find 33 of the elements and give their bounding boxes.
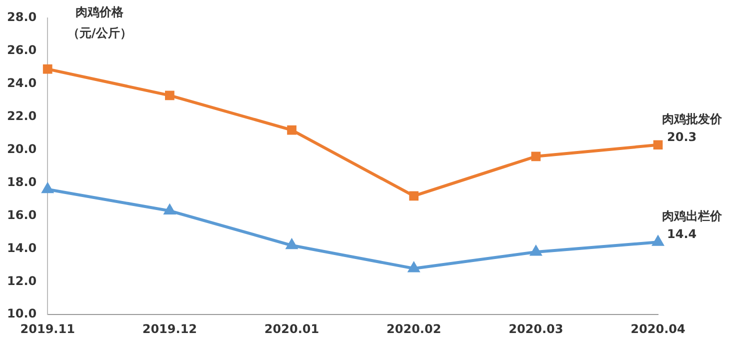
x-tick-label: 2020.03 — [508, 322, 564, 336]
x-tick-label: 2019.12 — [142, 322, 198, 336]
data-label: 14.4 — [667, 227, 697, 242]
point — [42, 64, 52, 74]
y-tick-label: 26.0 — [7, 43, 37, 58]
x-tick-label: 2020.01 — [264, 322, 320, 336]
point — [531, 152, 541, 162]
x-tick-label: 2020.04 — [630, 322, 686, 336]
data-label: 20.3 — [667, 130, 697, 144]
y-tick-label: 18.0 — [7, 174, 37, 189]
point — [530, 246, 542, 256]
point — [165, 90, 174, 100]
y-tick-label: 12.0 — [7, 274, 37, 288]
y-tick-label: 16.0 — [7, 208, 37, 222]
y-tick-label: 22.0 — [7, 108, 37, 123]
point — [408, 262, 420, 272]
x-tick-label: 2020.02 — [386, 322, 442, 336]
series-label: 肉鸡批发价 — [662, 112, 723, 126]
point — [409, 191, 419, 201]
y-tick-label: 14.0 — [7, 240, 37, 255]
x-tick-label: 2019.11 — [20, 322, 75, 336]
y-tick-label: 28.0 — [7, 10, 37, 24]
point — [652, 236, 664, 246]
y-tick-label: 24.0 — [7, 76, 37, 90]
y-tick-label: 10.0 — [7, 306, 37, 321]
y-tick-label: 20.0 — [7, 142, 37, 156]
point — [42, 183, 54, 194]
series-label: 肉鸡出栏价 — [662, 209, 723, 224]
point — [164, 204, 176, 215]
point — [286, 239, 298, 250]
point — [287, 125, 296, 135]
point — [653, 140, 663, 150]
y-axis-title: 肉鸡价格（元/公斤） — [67, 5, 132, 40]
